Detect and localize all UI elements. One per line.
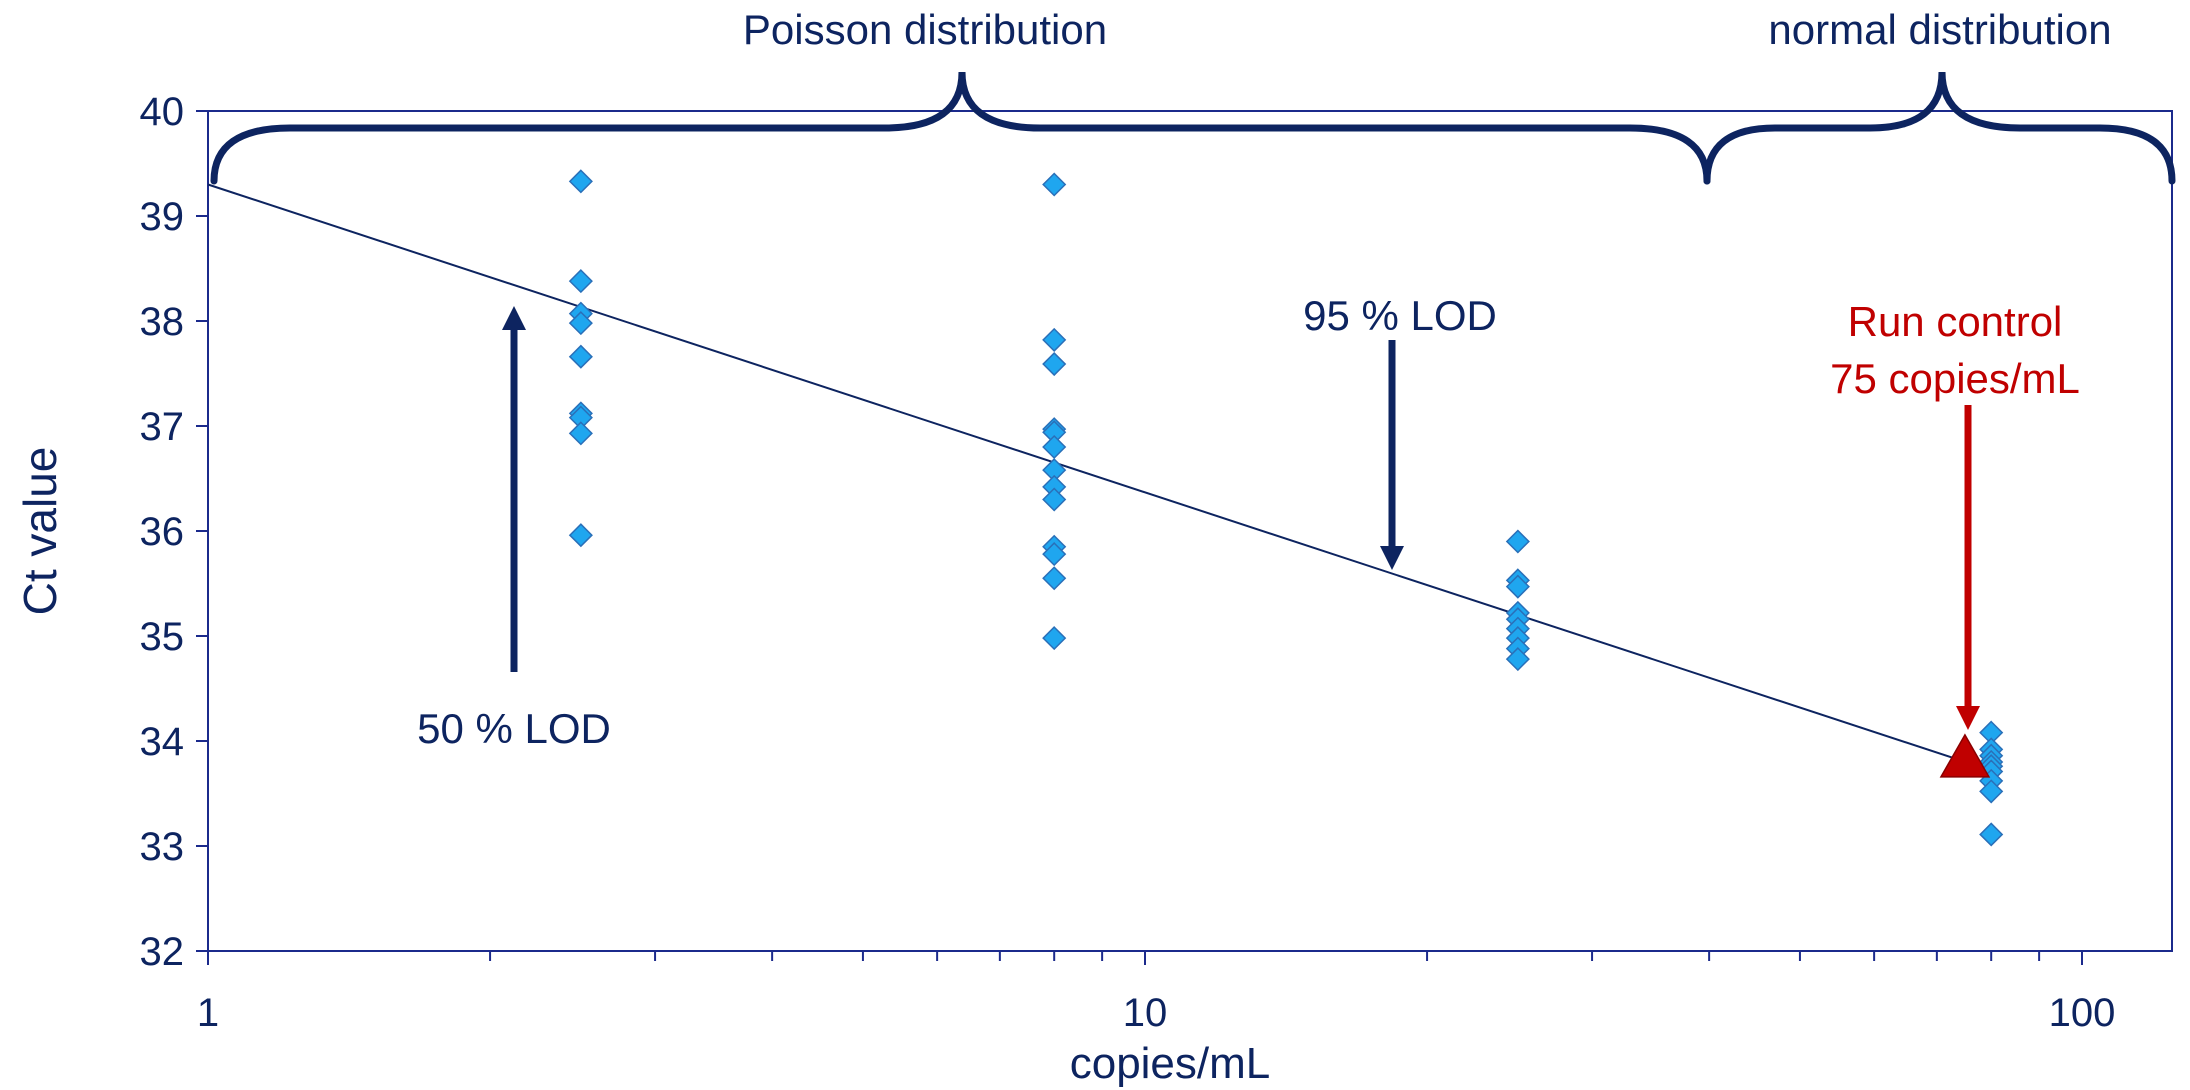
y-tick-label: 35 <box>140 615 185 659</box>
lod95-label: 95 % LOD <box>1303 292 1497 339</box>
data-point-diamond <box>1042 566 1067 591</box>
data-point-diamond <box>568 344 593 369</box>
normal-label: normal distribution <box>1768 6 2111 53</box>
data-point-diamond <box>1042 487 1067 512</box>
data-point-diamond <box>1042 434 1067 460</box>
normal-brace <box>1703 71 2176 185</box>
data-point-diamond <box>568 269 593 294</box>
data-point-diamond <box>1042 542 1067 567</box>
data-point-diamond <box>568 169 593 194</box>
run-control-arrowhead <box>1956 706 1980 730</box>
x-tick-label: 1 <box>197 991 219 1035</box>
data-point-diamond <box>568 311 593 336</box>
run-control-label: Run control <box>1848 298 2063 345</box>
data-points <box>568 169 2004 847</box>
data-point-diamond <box>1042 172 1067 197</box>
poisson-label: Poisson distribution <box>743 6 1107 53</box>
data-point-diamond <box>568 421 593 446</box>
data-point-diamond <box>1505 647 1530 672</box>
data-point-diamond <box>1505 529 1530 554</box>
x-tick-labels: 1 10 100 <box>197 991 2116 1035</box>
run-control-concentration-label: 75 copies/mL <box>1830 355 2080 402</box>
y-tick-label: 37 <box>140 405 185 449</box>
y-tick-label: 33 <box>140 825 185 869</box>
x-tick-label: 10 <box>1123 991 1168 1035</box>
data-point-diamond <box>1979 822 2004 847</box>
y-tick-label: 36 <box>140 510 185 554</box>
y-axis-title: Ct value <box>14 447 66 616</box>
data-point-diamond <box>1042 626 1067 651</box>
data-point-diamond <box>1979 779 2004 804</box>
axis-ticks <box>196 110 2083 965</box>
lod95-arrowhead <box>1380 546 1404 570</box>
x-axis-title: copies/mL <box>1070 1039 1271 1088</box>
poisson-brace <box>210 71 1711 185</box>
data-point-diamond <box>568 523 593 548</box>
y-tick-label: 40 <box>140 90 185 134</box>
trend-line <box>207 183 1992 772</box>
data-point-diamond <box>1042 351 1067 377</box>
data-point-diamond <box>1505 574 1530 599</box>
y-tick-label: 34 <box>140 720 185 764</box>
data-point-diamond <box>1042 327 1067 352</box>
plot-area <box>207 110 2173 952</box>
lod50-label: 50 % LOD <box>417 705 611 752</box>
y-tick-label: 38 <box>140 300 185 344</box>
run-control-marker <box>1939 733 1991 778</box>
lod50-arrowhead <box>502 306 526 330</box>
y-tick-label: 32 <box>140 930 185 974</box>
x-tick-label: 100 <box>2049 991 2116 1035</box>
y-tick-label: 39 <box>140 195 185 239</box>
y-tick-labels: 32 33 34 35 36 37 38 39 40 <box>140 90 185 974</box>
